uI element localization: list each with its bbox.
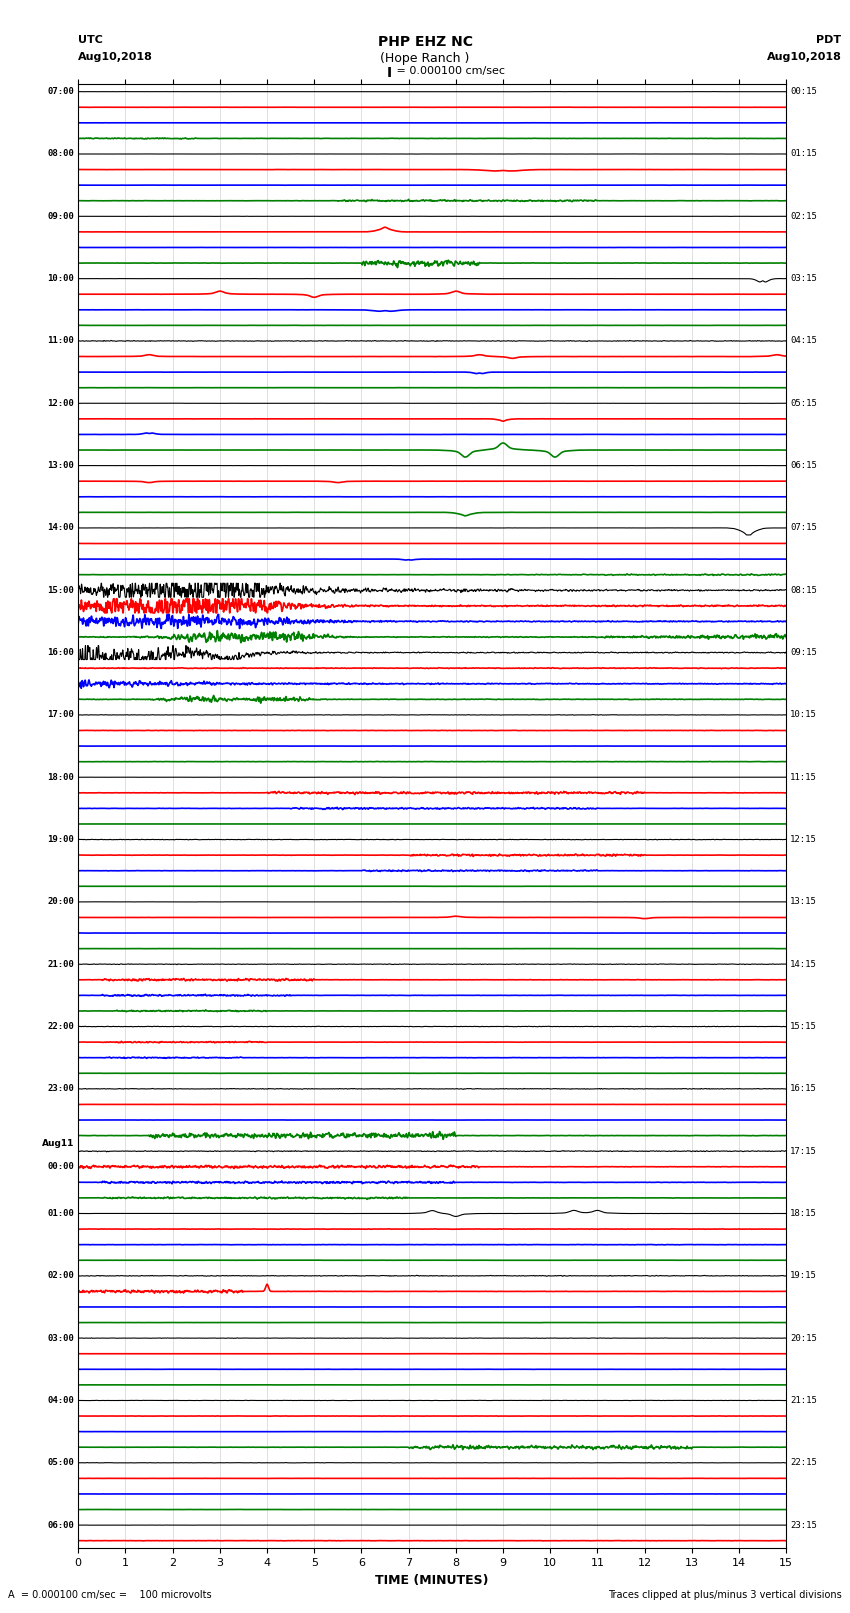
Text: 07:00: 07:00 bbox=[48, 87, 75, 97]
Text: 12:00: 12:00 bbox=[48, 398, 75, 408]
Text: 18:15: 18:15 bbox=[790, 1210, 817, 1218]
Text: 21:15: 21:15 bbox=[790, 1395, 817, 1405]
Text: Aug10,2018: Aug10,2018 bbox=[767, 52, 842, 61]
Text: 15:15: 15:15 bbox=[790, 1023, 817, 1031]
Text: 03:15: 03:15 bbox=[790, 274, 817, 284]
Text: = 0.000100 cm/sec: = 0.000100 cm/sec bbox=[393, 66, 505, 76]
Text: 15:00: 15:00 bbox=[48, 586, 75, 595]
Text: Traces clipped at plus/minus 3 vertical divisions: Traces clipped at plus/minus 3 vertical … bbox=[608, 1590, 842, 1600]
Text: 23:15: 23:15 bbox=[790, 1521, 817, 1529]
Text: 06:15: 06:15 bbox=[790, 461, 817, 469]
Text: PDT: PDT bbox=[816, 35, 842, 45]
Text: UTC: UTC bbox=[78, 35, 103, 45]
Text: 01:15: 01:15 bbox=[790, 150, 817, 158]
Text: 12:15: 12:15 bbox=[790, 836, 817, 844]
Text: 10:15: 10:15 bbox=[790, 710, 817, 719]
Text: 02:15: 02:15 bbox=[790, 211, 817, 221]
Text: 07:15: 07:15 bbox=[790, 524, 817, 532]
Text: 19:15: 19:15 bbox=[790, 1271, 817, 1281]
Text: 13:00: 13:00 bbox=[48, 461, 75, 469]
Text: 09:15: 09:15 bbox=[790, 648, 817, 656]
Text: 14:15: 14:15 bbox=[790, 960, 817, 969]
Text: 22:00: 22:00 bbox=[48, 1023, 75, 1031]
Text: 04:00: 04:00 bbox=[48, 1395, 75, 1405]
Text: 23:00: 23:00 bbox=[48, 1084, 75, 1094]
Text: 08:15: 08:15 bbox=[790, 586, 817, 595]
Text: 18:00: 18:00 bbox=[48, 773, 75, 782]
Text: Aug10,2018: Aug10,2018 bbox=[78, 52, 153, 61]
Text: 20:15: 20:15 bbox=[790, 1334, 817, 1342]
Text: 10:00: 10:00 bbox=[48, 274, 75, 284]
Text: 16:15: 16:15 bbox=[790, 1084, 817, 1094]
Text: 14:00: 14:00 bbox=[48, 524, 75, 532]
Text: 02:00: 02:00 bbox=[48, 1271, 75, 1281]
Text: 22:15: 22:15 bbox=[790, 1458, 817, 1468]
Text: 05:15: 05:15 bbox=[790, 398, 817, 408]
Text: 00:15: 00:15 bbox=[790, 87, 817, 97]
Text: 11:00: 11:00 bbox=[48, 337, 75, 345]
Text: A  = 0.000100 cm/sec =    100 microvolts: A = 0.000100 cm/sec = 100 microvolts bbox=[8, 1590, 212, 1600]
Text: 20:00: 20:00 bbox=[48, 897, 75, 907]
Text: 17:15: 17:15 bbox=[790, 1147, 817, 1155]
Text: 21:00: 21:00 bbox=[48, 960, 75, 969]
Text: 17:00: 17:00 bbox=[48, 710, 75, 719]
Text: 16:00: 16:00 bbox=[48, 648, 75, 656]
Text: 08:00: 08:00 bbox=[48, 150, 75, 158]
Text: 00:00: 00:00 bbox=[48, 1163, 75, 1171]
Text: 03:00: 03:00 bbox=[48, 1334, 75, 1342]
Text: 19:00: 19:00 bbox=[48, 836, 75, 844]
Text: I: I bbox=[387, 66, 392, 81]
Text: PHP EHZ NC: PHP EHZ NC bbox=[377, 35, 473, 50]
Text: Aug11: Aug11 bbox=[42, 1139, 75, 1148]
Text: 04:15: 04:15 bbox=[790, 337, 817, 345]
X-axis label: TIME (MINUTES): TIME (MINUTES) bbox=[376, 1574, 489, 1587]
Text: 11:15: 11:15 bbox=[790, 773, 817, 782]
Text: (Hope Ranch ): (Hope Ranch ) bbox=[380, 52, 470, 65]
Text: 05:00: 05:00 bbox=[48, 1458, 75, 1468]
Text: 06:00: 06:00 bbox=[48, 1521, 75, 1529]
Text: 13:15: 13:15 bbox=[790, 897, 817, 907]
Text: 09:00: 09:00 bbox=[48, 211, 75, 221]
Text: 01:00: 01:00 bbox=[48, 1210, 75, 1218]
